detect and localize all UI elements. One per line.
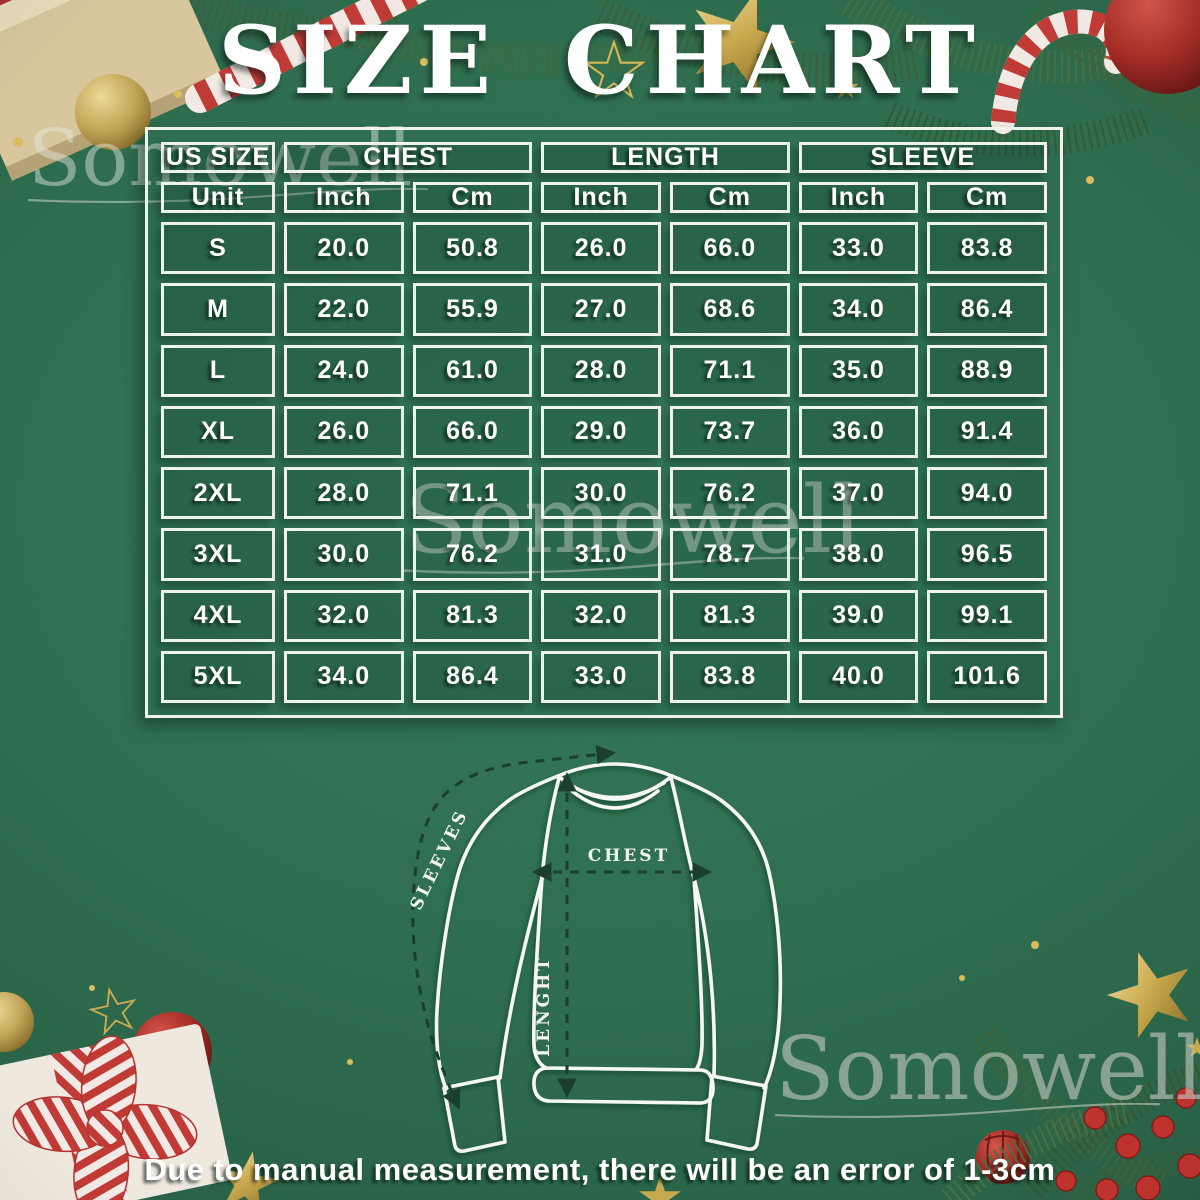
unit-header-cell: Cm [927,182,1047,213]
unit-header-cell: Inch [541,182,661,213]
size-value-cell: 27.0 [541,283,661,336]
size-value-cell: 22.0 [284,283,404,336]
size-chart-table: US SIZE CHEST LENGTH SLEEVE Unit Inch Cm… [145,127,1063,718]
size-value-cell: 83.8 [927,222,1047,275]
unit-header-cell: Inch [798,182,919,213]
size-value-cell: 28.0 [541,344,661,397]
size-label-cell: 2XL [161,467,275,520]
table-row: XL 26.0 66.0 29.0 73.7 36.0 91.4 [161,405,1047,458]
size-value-cell: 55.9 [412,283,533,336]
gift-box-icon [0,1024,232,1200]
size-value-cell: 88.9 [927,344,1047,397]
size-value-cell: 34.0 [284,650,404,703]
size-value-cell: 33.0 [798,222,919,275]
size-label-cell: S [161,222,275,275]
size-label-cell: L [161,344,275,397]
size-value-cell: 73.7 [669,405,790,458]
column-header-sleeve: SLEEVE [798,142,1047,173]
size-value-cell: 33.0 [541,650,661,703]
table-row: 2XL 28.0 71.1 30.0 76.2 37.0 94.0 [161,467,1047,520]
size-label-cell: 3XL [161,528,275,581]
size-value-cell: 96.5 [927,528,1047,581]
size-value-cell: 61.0 [412,344,533,397]
pine-branch-icon [941,1026,1200,1200]
size-value-cell: 86.4 [927,283,1047,336]
size-value-cell: 26.0 [284,405,404,458]
size-value-cell: 34.0 [798,283,919,336]
size-label-cell: 5XL [161,650,275,703]
size-table-header: US SIZE CHEST LENGTH SLEEVE Unit Inch Cm… [161,142,1047,213]
size-value-cell: 37.0 [798,467,919,520]
size-value-cell: 28.0 [284,467,404,520]
chest-label: CHEST [588,846,670,866]
sleeve-arrow [411,744,616,1110]
table-row: 5XL 34.0 86.4 33.0 83.8 40.0 101.6 [161,650,1047,703]
column-header-length: LENGTH [541,142,790,173]
size-value-cell: 76.2 [412,528,533,581]
size-value-cell: 20.0 [284,222,404,275]
size-value-cell: 101.6 [927,650,1047,703]
size-value-cell: 81.3 [669,589,790,642]
size-value-cell: 40.0 [798,650,919,703]
size-value-cell: 32.0 [284,589,404,642]
size-value-cell: 30.0 [541,467,661,520]
size-value-cell: 32.0 [541,589,661,642]
sweater-measurement-diagram: CHEST LENGHT SLEEVES [407,744,783,1153]
page-title: SIZE CHART [218,6,982,116]
size-value-cell: 94.0 [927,467,1047,520]
size-label-cell: XL [161,405,275,458]
size-value-cell: 71.1 [669,344,790,397]
table-row: S 20.0 50.8 26.0 66.0 33.0 83.8 [161,222,1047,275]
size-value-cell: 86.4 [412,650,533,703]
size-value-cell: 83.8 [669,650,790,703]
unit-header-cell: Cm [412,182,533,213]
size-value-cell: 66.0 [412,405,533,458]
table-row: L 24.0 61.0 28.0 71.1 35.0 88.9 [161,344,1047,397]
size-value-cell: 66.0 [669,222,790,275]
column-header-chest: CHEST [284,142,533,173]
measurement-note: Due to manual measurement, there will be… [144,1152,1056,1187]
size-value-cell: 71.1 [412,467,533,520]
size-value-cell: 50.8 [412,222,533,275]
unit-header-cell: Cm [669,182,790,213]
size-value-cell: 36.0 [798,405,919,458]
column-header-us-size: US SIZE [161,142,275,173]
size-value-cell: 30.0 [284,528,404,581]
size-value-cell: 99.1 [927,589,1047,642]
size-label-cell: M [161,283,275,336]
size-label-cell: 4XL [161,589,275,642]
measurement-arrows [411,744,712,1110]
size-value-cell: 35.0 [798,344,919,397]
holly-berries-icon [1055,1087,1200,1200]
table-row: M 22.0 55.9 27.0 68.6 34.0 86.4 [161,283,1047,336]
size-table-body: S 20.0 50.8 26.0 66.0 33.0 83.8 M 22.0 55.9 27.0 68… [161,222,1047,703]
size-value-cell: 26.0 [541,222,661,275]
table-row: 4XL 32.0 81.3 32.0 81.3 39.0 99.1 [161,589,1047,642]
size-value-cell: 39.0 [798,589,919,642]
size-value-cell: 76.2 [669,467,790,520]
length-label: LENGHT [534,955,554,1057]
size-value-cell: 68.6 [669,283,790,336]
size-value-cell: 31.0 [541,528,661,581]
unit-header-cell: Inch [284,182,404,213]
size-value-cell: 24.0 [284,344,404,397]
size-value-cell: 38.0 [798,528,919,581]
unit-header-row: Unit Inch Cm Inch Cm Inch Cm [161,182,1047,213]
table-row: 3XL 30.0 76.2 31.0 78.7 38.0 96.5 [161,528,1047,581]
size-value-cell: 91.4 [927,405,1047,458]
size-value-cell: 78.7 [669,528,790,581]
group-header-row: US SIZE CHEST LENGTH SLEEVE [161,142,1047,173]
sparkle-dots [13,58,1094,1065]
size-value-cell: 81.3 [412,589,533,642]
unit-header-cell: Unit [161,182,275,213]
sweater-outline-icon [434,762,783,1153]
size-value-cell: 29.0 [541,405,661,458]
